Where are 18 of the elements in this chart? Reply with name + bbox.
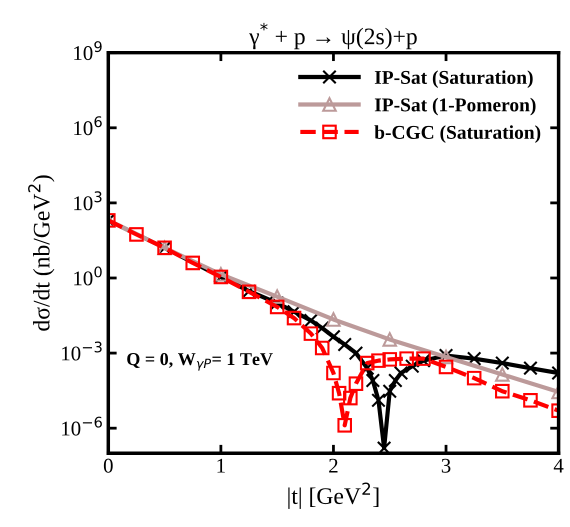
x-tick-label: 2 bbox=[329, 458, 338, 473]
y-tick-label: 10$^{0}$ bbox=[74, 266, 102, 286]
legend-label: IP-Sat (1-Pomeron) bbox=[374, 98, 536, 116]
annotation: Q = 0, W$_{γP}$= 1 TeV bbox=[127, 353, 273, 371]
y-tick-label: 10$^{3}$ bbox=[74, 191, 102, 210]
legend-label: IP-Sat (Saturation) bbox=[374, 70, 533, 88]
x-tick-label: 0 bbox=[104, 458, 113, 473]
x-tick-label: 4 bbox=[554, 458, 564, 473]
legend-label: b-CGC (Saturation) bbox=[374, 125, 540, 143]
x-tick-label: 1 bbox=[218, 458, 225, 473]
y-tick-label: 10$^{6}$ bbox=[74, 116, 102, 136]
y-tick-label: 10$^{−6}$ bbox=[62, 416, 102, 436]
y-tick-label: 10$^{9}$ bbox=[74, 41, 102, 60]
x-axis-title: |t| [GeV$^{2}$] bbox=[288, 482, 378, 509]
y-tick-label: 10$^{−3}$ bbox=[62, 341, 102, 360]
x-tick-label: 3 bbox=[442, 458, 450, 473]
y-axis-title: dσ/dt (nb/GeV$^{2}$) bbox=[28, 175, 54, 331]
chart-title: γ$^{*}$ + p → ψ(2s)+p bbox=[249, 22, 417, 50]
